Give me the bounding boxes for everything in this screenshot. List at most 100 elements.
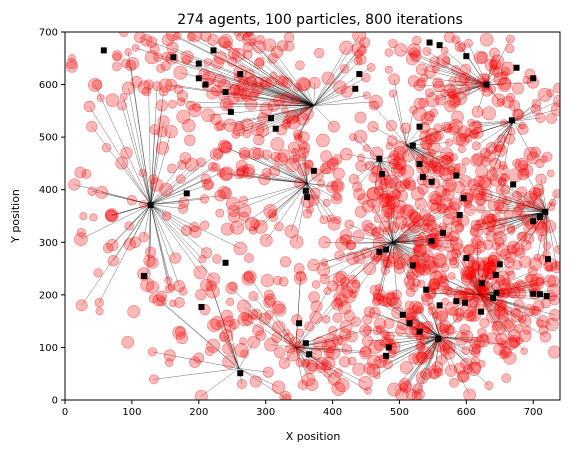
particle-marker <box>149 124 161 136</box>
particle-marker <box>429 157 440 168</box>
particle-marker <box>300 359 310 368</box>
particle-marker <box>429 108 439 118</box>
link-line <box>432 84 487 101</box>
particle-marker <box>385 193 393 201</box>
particle-marker <box>307 258 320 272</box>
particle-marker <box>448 197 462 211</box>
particle-marker <box>203 179 214 190</box>
particle-marker <box>333 80 347 94</box>
particle-marker <box>494 144 507 157</box>
particle-marker <box>168 99 177 109</box>
particle-marker <box>500 340 508 349</box>
link-line <box>451 275 480 296</box>
particle-marker <box>481 256 490 265</box>
link-line <box>349 224 393 243</box>
particle-marker <box>507 240 520 254</box>
particle-marker <box>535 221 548 234</box>
particle-marker <box>394 43 408 57</box>
particle-marker <box>328 120 340 133</box>
particle-marker <box>315 362 326 373</box>
particle-marker <box>326 214 335 223</box>
link-line <box>306 183 325 220</box>
particle-marker <box>339 328 352 341</box>
particle-marker <box>339 320 353 334</box>
particle-marker <box>482 282 494 294</box>
particle-marker <box>414 197 427 210</box>
particle-marker <box>298 153 307 162</box>
particle-marker <box>550 261 560 274</box>
particle-marker <box>181 55 192 65</box>
link-line <box>150 204 172 288</box>
agent-marker <box>493 289 500 296</box>
particle-marker <box>400 122 412 134</box>
particle-marker <box>320 150 333 163</box>
particle-marker <box>449 258 460 269</box>
link-line <box>392 202 394 243</box>
link-line <box>392 203 421 243</box>
particle-marker <box>104 208 119 223</box>
link-line <box>152 351 239 369</box>
particle-marker <box>169 252 182 264</box>
particle-marker <box>225 297 235 306</box>
particle-marker <box>369 284 380 296</box>
agent-marker <box>460 195 467 202</box>
particle-marker <box>433 270 448 285</box>
particle-marker <box>137 80 152 95</box>
link-line <box>379 160 396 184</box>
particle-marker <box>140 34 153 47</box>
particle-marker <box>281 77 293 89</box>
agent-marker <box>416 123 423 130</box>
agent-marker <box>383 352 390 359</box>
particle-marker <box>166 41 179 54</box>
particle-marker <box>335 378 350 393</box>
particle-marker <box>409 211 422 224</box>
particle-marker <box>467 178 480 191</box>
particle-marker <box>484 261 497 274</box>
particle-marker <box>68 178 81 191</box>
particle-marker <box>156 296 167 307</box>
particle-marker <box>281 106 289 115</box>
particle-marker <box>239 195 248 205</box>
particle-marker <box>389 189 401 201</box>
link-line <box>150 204 207 254</box>
particle-marker <box>387 382 402 397</box>
link-line <box>392 227 426 243</box>
particle-marker <box>274 152 288 167</box>
particle-marker <box>464 76 477 89</box>
particle-marker <box>412 278 421 288</box>
particle-marker <box>492 67 503 78</box>
particle-marker <box>352 181 363 192</box>
agent-marker <box>419 174 426 181</box>
agent-marker <box>306 351 313 358</box>
particle-marker <box>251 88 260 97</box>
particle-marker <box>470 261 481 272</box>
particle-marker <box>196 157 206 168</box>
particle-marker <box>350 316 362 327</box>
particle-marker <box>519 255 532 268</box>
agent-marker <box>140 272 147 279</box>
particle-marker <box>460 330 474 343</box>
particle-marker <box>156 126 168 138</box>
particle-marker <box>546 89 555 98</box>
particle-marker <box>505 34 515 44</box>
particle-marker <box>345 240 356 251</box>
link-line <box>324 242 393 263</box>
link-line <box>286 332 296 348</box>
particle-marker <box>189 356 201 368</box>
particle-marker <box>434 367 444 377</box>
particle-marker <box>195 289 207 301</box>
particle-marker <box>304 321 315 332</box>
particle-marker <box>240 349 249 359</box>
particle-marker <box>427 365 442 379</box>
y-tick-label: 300 <box>39 238 58 249</box>
particle-marker <box>470 154 483 167</box>
particle-marker <box>451 35 461 45</box>
link-line <box>439 336 462 339</box>
x-tick-label: 400 <box>323 407 342 418</box>
link-line <box>313 105 335 127</box>
particle-marker <box>363 362 376 375</box>
particle-marker <box>523 304 536 317</box>
particle-marker <box>364 160 375 171</box>
particle-marker <box>502 318 516 332</box>
particle-marker <box>285 158 300 172</box>
